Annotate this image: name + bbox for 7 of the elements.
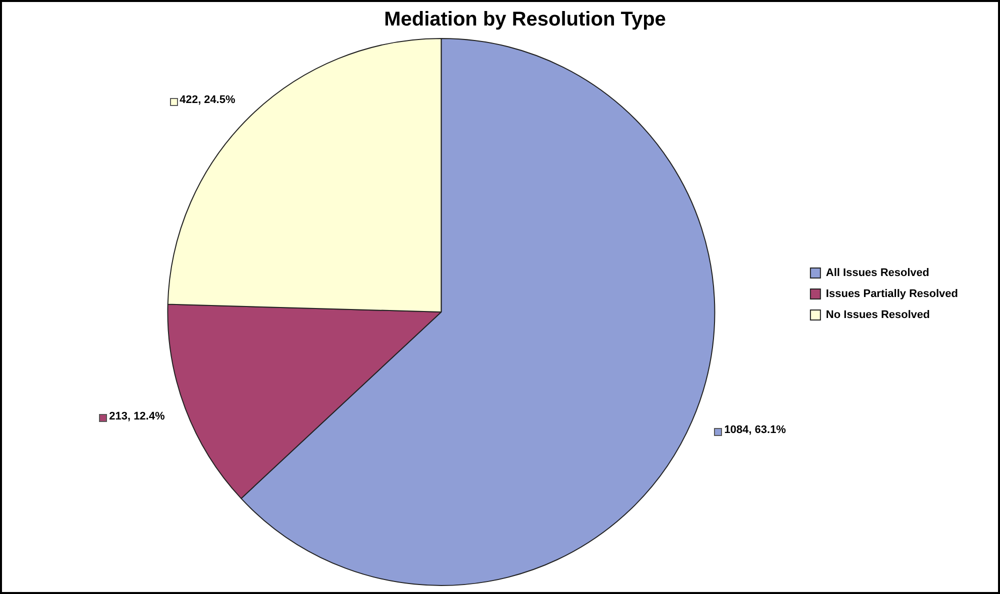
legend-label: Issues Partially Resolved xyxy=(826,288,958,300)
data-label: 1084, 63.1% xyxy=(724,424,786,436)
legend-label: No Issues Resolved xyxy=(826,309,930,322)
legend-label: All Issues Resolved xyxy=(826,267,930,280)
data-label: 422, 24.5% xyxy=(180,94,236,106)
data-label: 213, 12.4% xyxy=(109,410,165,422)
chart-title: Mediation by Resolution Type xyxy=(384,8,666,31)
